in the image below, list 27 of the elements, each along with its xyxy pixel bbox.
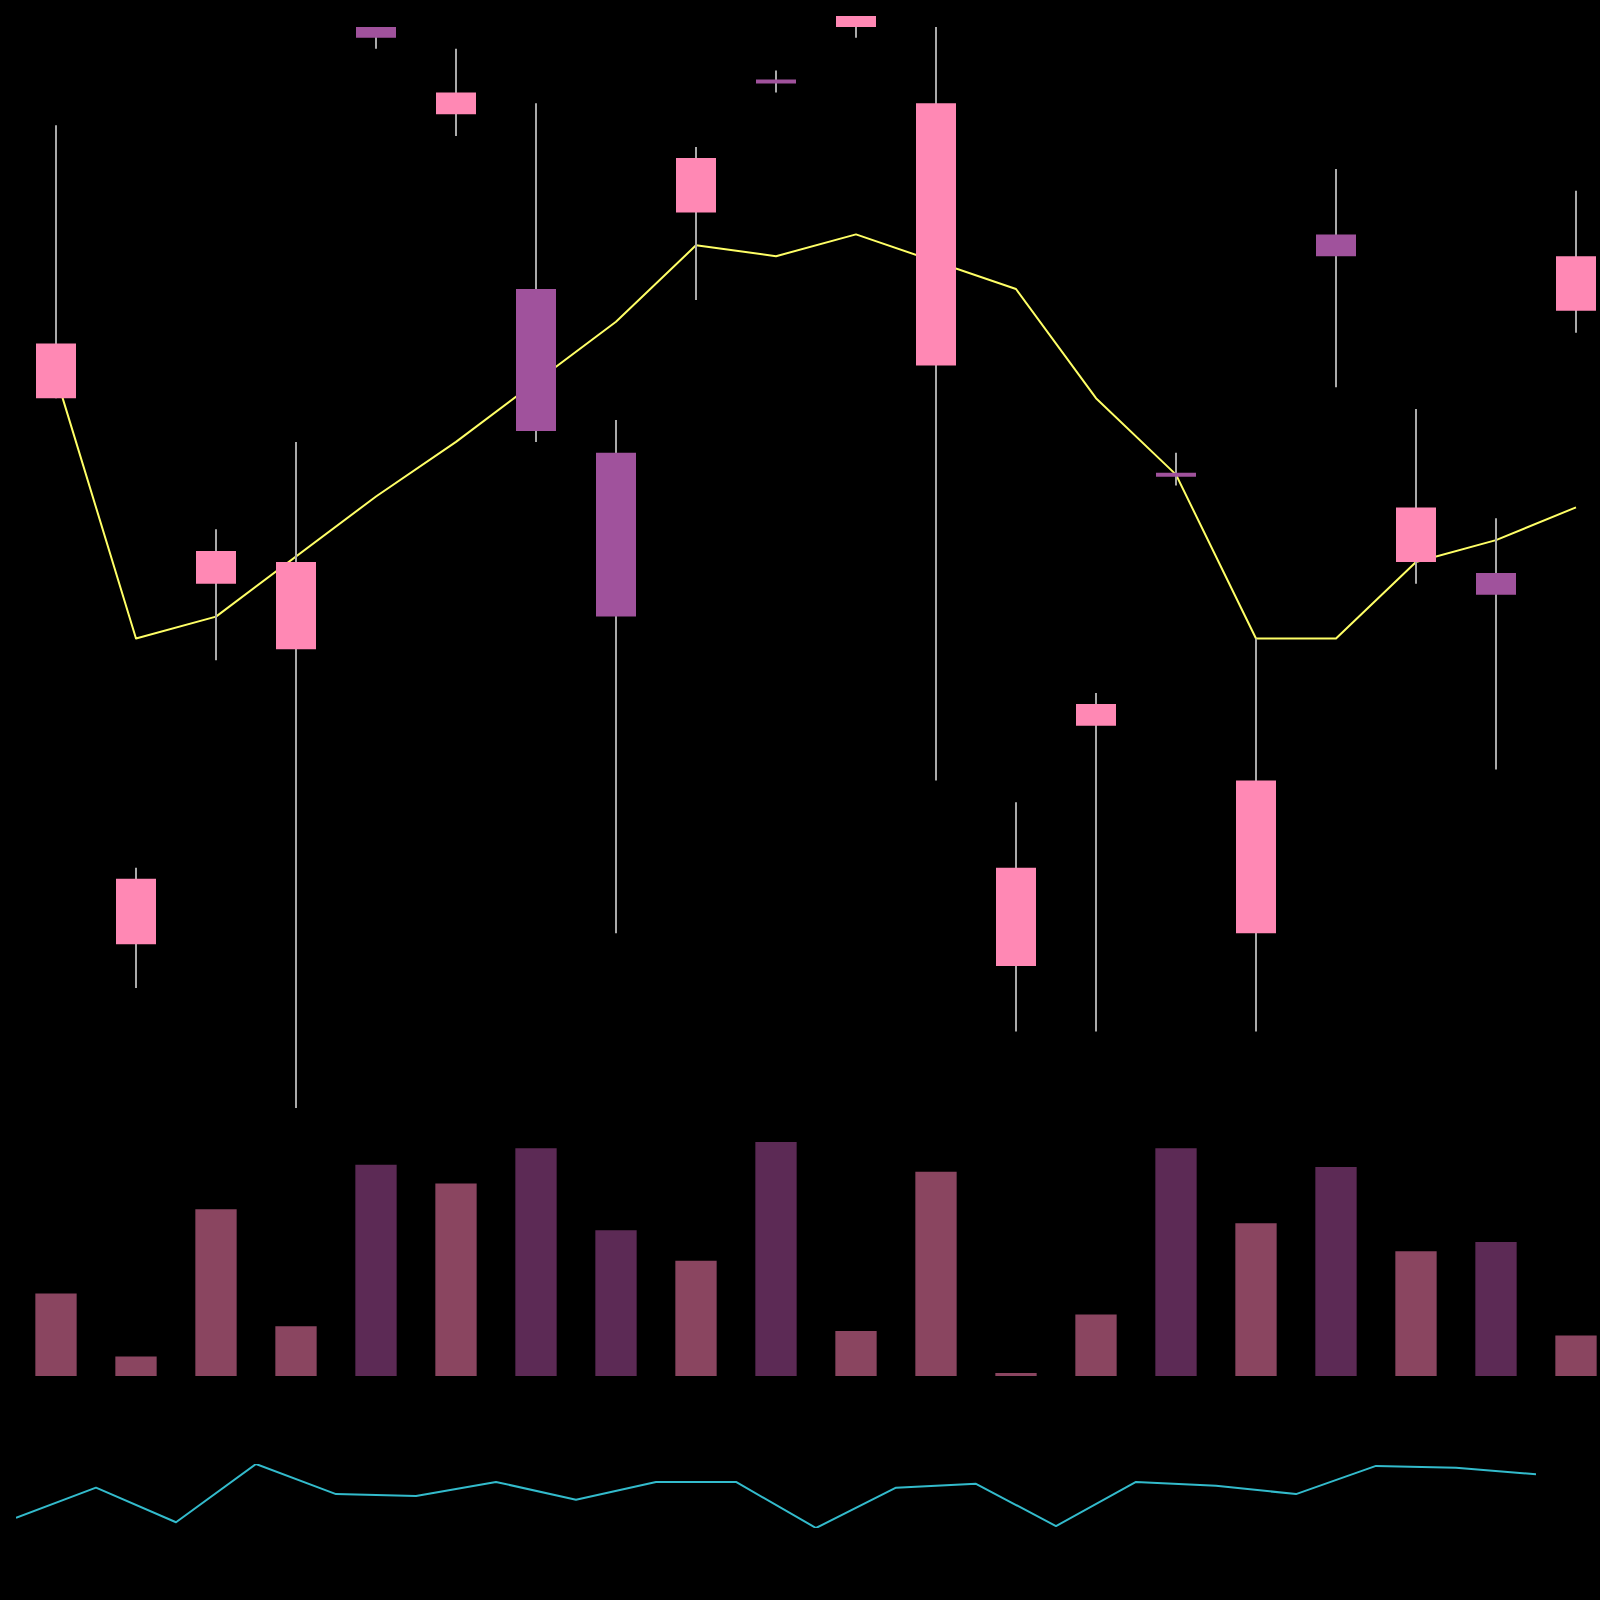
bar bbox=[1235, 1223, 1277, 1376]
bar bbox=[435, 1183, 477, 1376]
bar bbox=[275, 1326, 317, 1376]
bar bbox=[1395, 1251, 1437, 1376]
bar bbox=[675, 1260, 717, 1376]
bar bbox=[1155, 1148, 1197, 1376]
bar bbox=[1555, 1335, 1597, 1376]
bar bbox=[1315, 1167, 1357, 1376]
bar bbox=[915, 1171, 957, 1376]
candlestick bbox=[1156, 451, 1196, 487]
candlestick bbox=[196, 528, 236, 662]
bar bbox=[355, 1164, 397, 1376]
bar bbox=[115, 1356, 157, 1376]
bar bbox=[755, 1142, 797, 1376]
candlestick bbox=[436, 47, 476, 138]
bar bbox=[515, 1148, 557, 1376]
bar bbox=[1475, 1241, 1517, 1376]
bar bbox=[35, 1293, 77, 1376]
bar bbox=[1075, 1314, 1117, 1376]
bar bbox=[195, 1209, 237, 1376]
bar bbox=[835, 1330, 877, 1376]
candlestick bbox=[836, 15, 876, 39]
candlestick bbox=[1476, 517, 1516, 771]
candlestick bbox=[1316, 167, 1356, 389]
bar bbox=[595, 1230, 637, 1376]
candlestick bbox=[756, 69, 796, 94]
candlestick bbox=[1076, 692, 1116, 1033]
